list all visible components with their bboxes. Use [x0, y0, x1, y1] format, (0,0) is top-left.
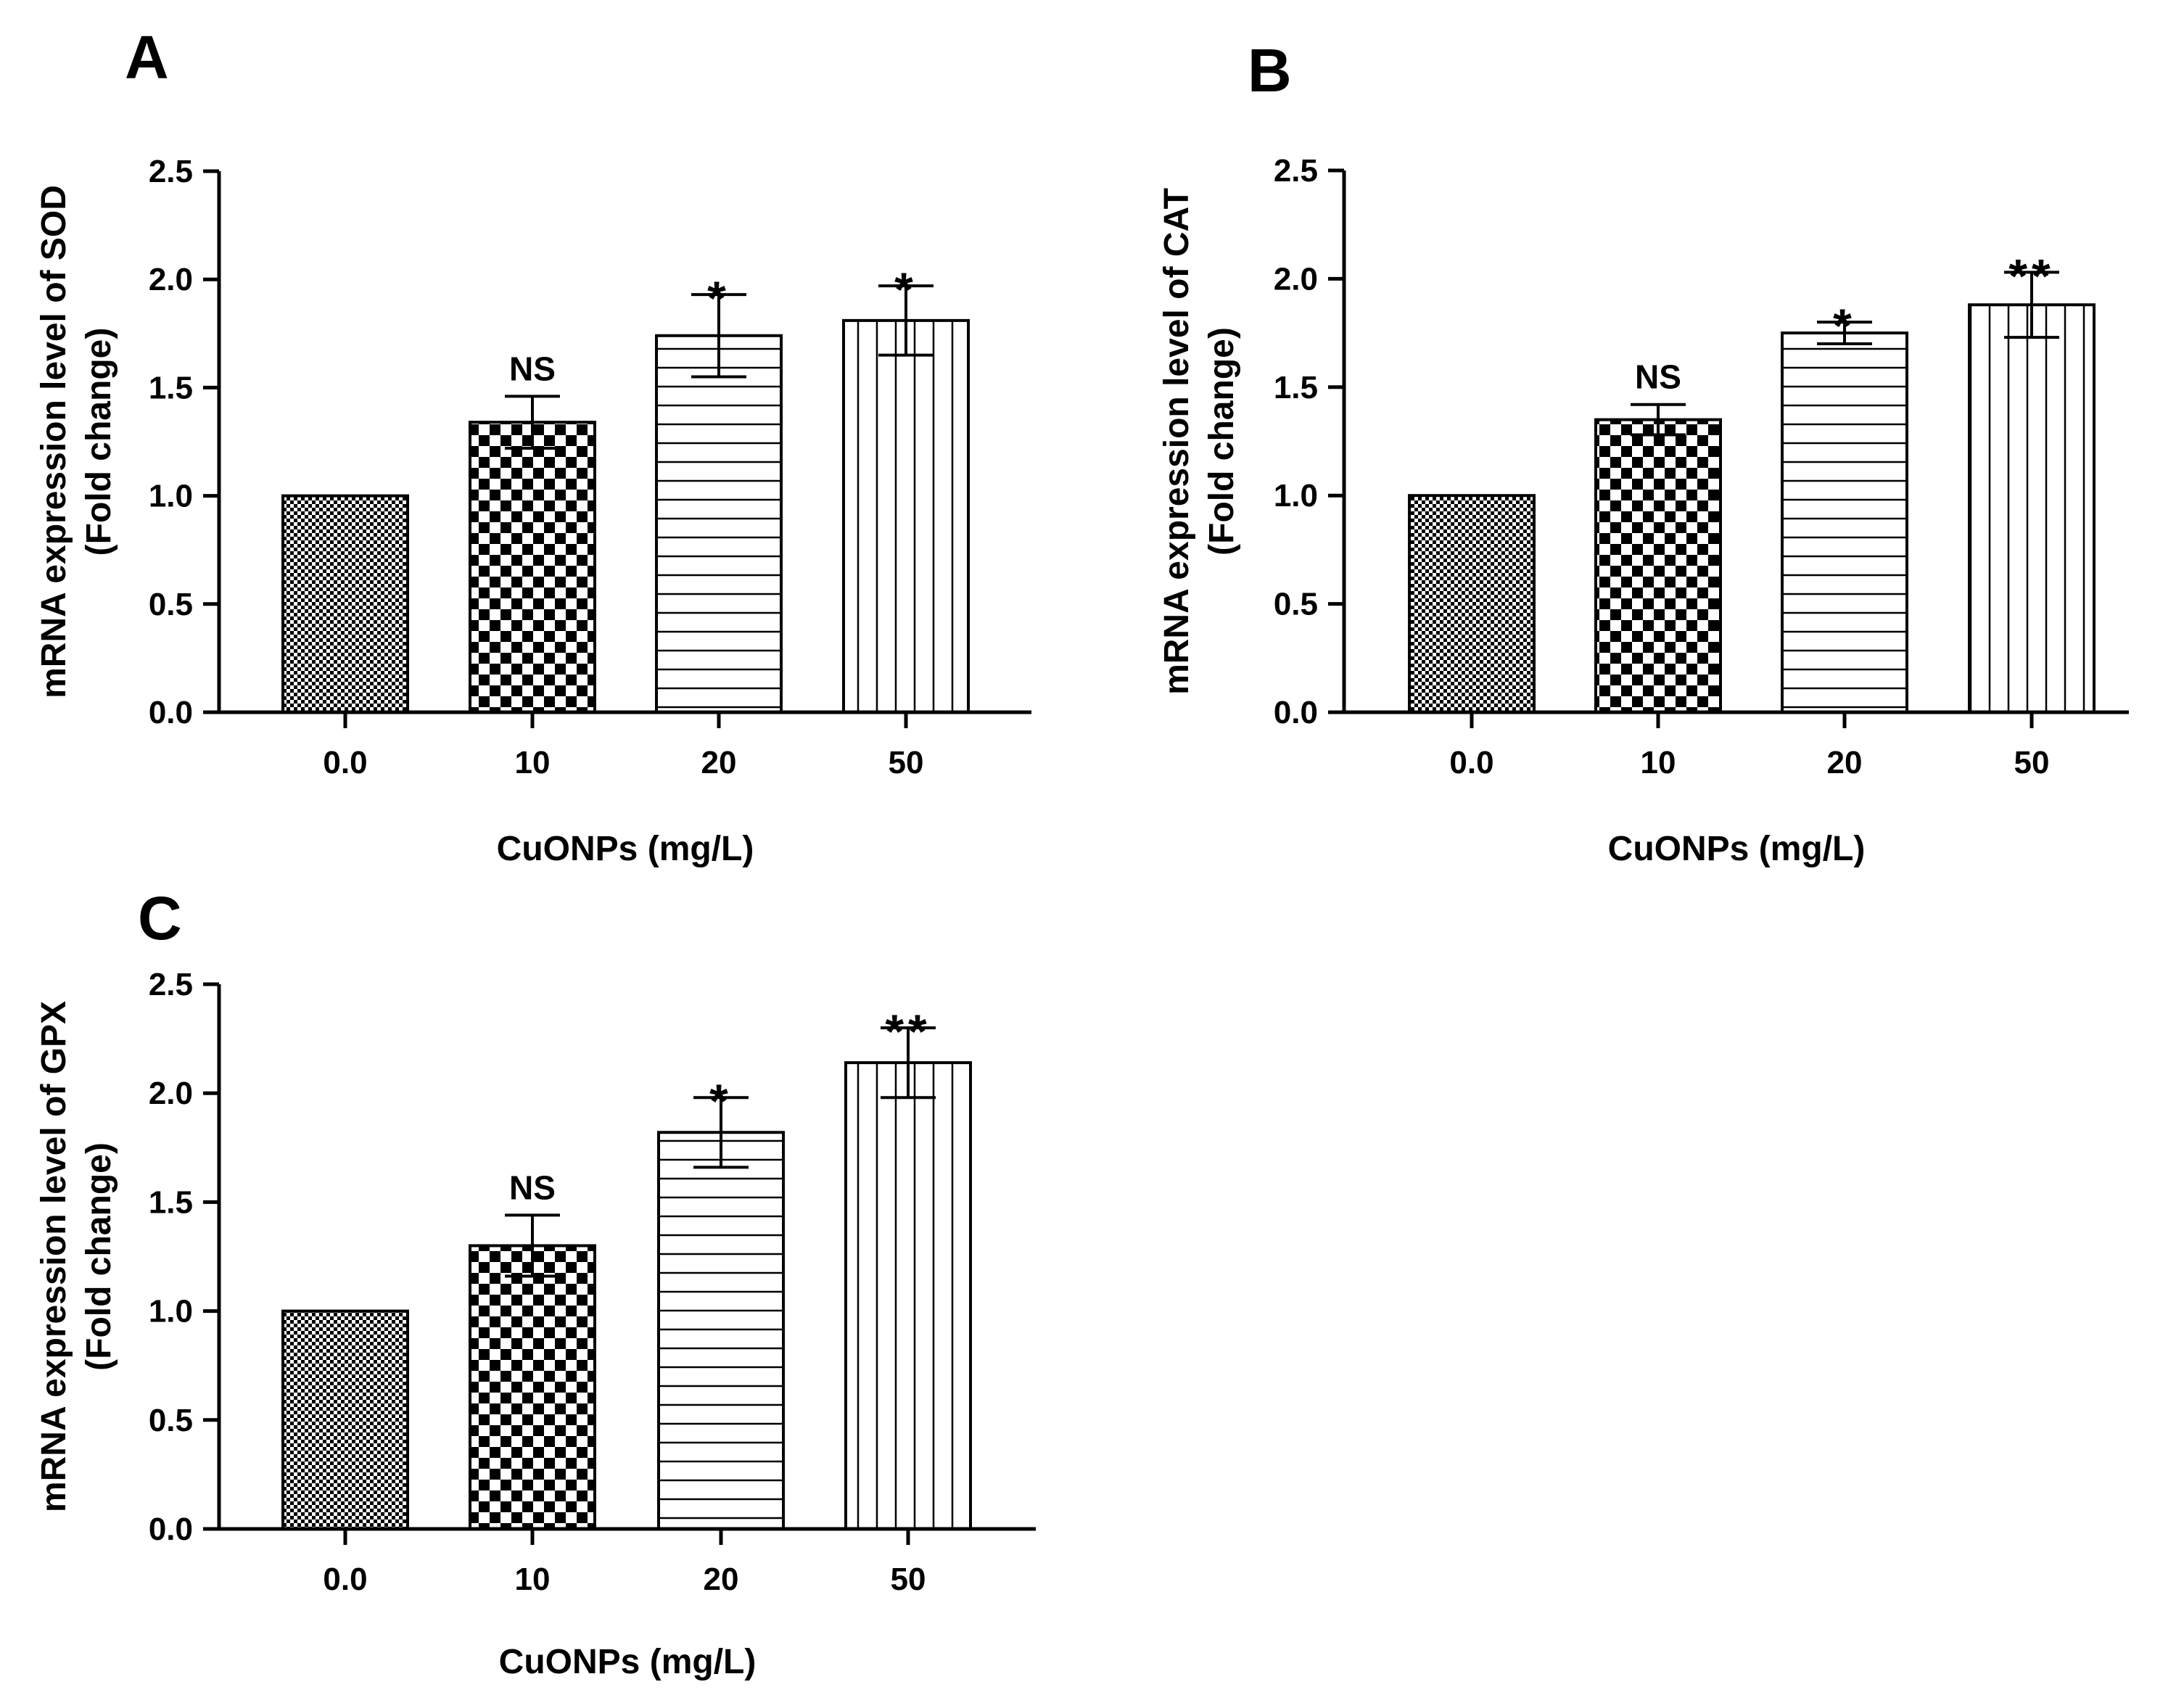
bar-0.0	[281, 1309, 409, 1530]
y-axis-title-line: mRNA expression level of SOD	[35, 185, 73, 698]
x-tick-label: 50	[889, 745, 924, 780]
error-bar-20	[1817, 321, 1872, 346]
y-axis-title-line: (Fold change)	[80, 1142, 118, 1371]
x-tick-label: 10	[1641, 745, 1676, 780]
y-tick-label: 0.0	[149, 1512, 193, 1547]
x-tick-label: 20	[704, 1562, 739, 1597]
significance-label: *	[707, 271, 730, 325]
y-tick-label: 1.0	[149, 1294, 193, 1329]
y-tick-label: 0.0	[1274, 695, 1318, 730]
bar-50	[844, 1061, 972, 1531]
y-tick-label: 2.5	[1274, 153, 1318, 189]
y-axis-title-line: mRNA expression level of CAT	[1158, 188, 1196, 695]
error-bar-50	[878, 284, 934, 357]
significance-label: NS	[1635, 358, 1681, 396]
significance-label: **	[885, 1005, 931, 1058]
y-tick-label: 1.5	[1274, 370, 1318, 405]
x-tick-label: 20	[701, 745, 737, 780]
significance-label: *	[894, 263, 918, 316]
x-tick-label: 0.0	[1449, 745, 1493, 780]
bar-10	[469, 1244, 596, 1530]
x-tick-label: 50	[891, 1562, 926, 1597]
x-axis-title: CuONPs (mg/L)	[499, 1643, 757, 1681]
panel-a-chart: NS * * 0.0 0.5 1.0 1.5 2.0 2.5 0.0 10 20 50 CuONPs (m…	[35, 154, 1031, 868]
x-tick-label: 10	[515, 1562, 551, 1597]
x-tick-label: 10	[515, 745, 551, 780]
panel-letter-c: C	[138, 884, 182, 952]
error-bar-10	[505, 1213, 560, 1278]
bar-0.0	[281, 494, 409, 714]
error-bar-20	[693, 1096, 749, 1169]
x-tick-label: 0.0	[323, 745, 367, 780]
bar-50	[1968, 303, 2096, 714]
bar-20	[655, 334, 783, 714]
x-tick-label: 20	[1827, 745, 1863, 780]
significance-label: NS	[509, 1168, 556, 1206]
panel-letter-a: A	[125, 23, 169, 91]
y-tick-label: 1.5	[149, 370, 193, 405]
error-bar-20	[691, 293, 746, 379]
error-bar-50	[2004, 271, 2059, 339]
significance-label: *	[709, 1074, 733, 1128]
panel-letter-b: B	[1248, 36, 1292, 104]
y-tick-label: 2.0	[1274, 261, 1318, 297]
error-bar-10	[1631, 403, 1686, 437]
y-axis-title-line: (Fold change)	[1203, 327, 1241, 556]
y-tick-label: 1.5	[149, 1184, 193, 1220]
y-tick-label: 2.0	[149, 262, 193, 297]
bar-10	[469, 421, 596, 714]
y-tick-label: 0.5	[149, 1403, 193, 1438]
bar-20	[1781, 331, 1908, 714]
y-tick-label: 0.5	[1274, 587, 1318, 622]
x-axis-title: CuONPs (mg/L)	[497, 830, 754, 868]
y-tick-label: 2.5	[149, 154, 193, 189]
y-axis-title-line: (Fold change)	[80, 328, 118, 556]
bar-20	[657, 1131, 785, 1530]
y-tick-label: 1.0	[149, 479, 193, 514]
y-tick-label: 2.0	[149, 1076, 193, 1111]
x-tick-label: 0.0	[323, 1562, 367, 1597]
y-tick-label: 0.5	[149, 587, 193, 622]
bar-50	[842, 318, 970, 714]
bar-10	[1594, 418, 1722, 714]
significance-label: *	[1833, 299, 1856, 352]
x-tick-label: 50	[2014, 745, 2050, 780]
bar-0.0	[1408, 494, 1536, 714]
y-tick-label: 2.5	[149, 967, 193, 1002]
y-axis-title-line: mRNA expression level of GPX	[35, 1001, 73, 1512]
y-tick-label: 0.0	[149, 695, 193, 730]
significance-label: NS	[509, 350, 556, 387]
y-tick-label: 1.0	[1274, 478, 1318, 514]
significance-label: **	[2008, 249, 2054, 302]
x-axis-title: CuONPs (mg/L)	[1608, 830, 1866, 868]
error-bar-50	[881, 1026, 936, 1100]
error-bar-10	[505, 395, 560, 450]
